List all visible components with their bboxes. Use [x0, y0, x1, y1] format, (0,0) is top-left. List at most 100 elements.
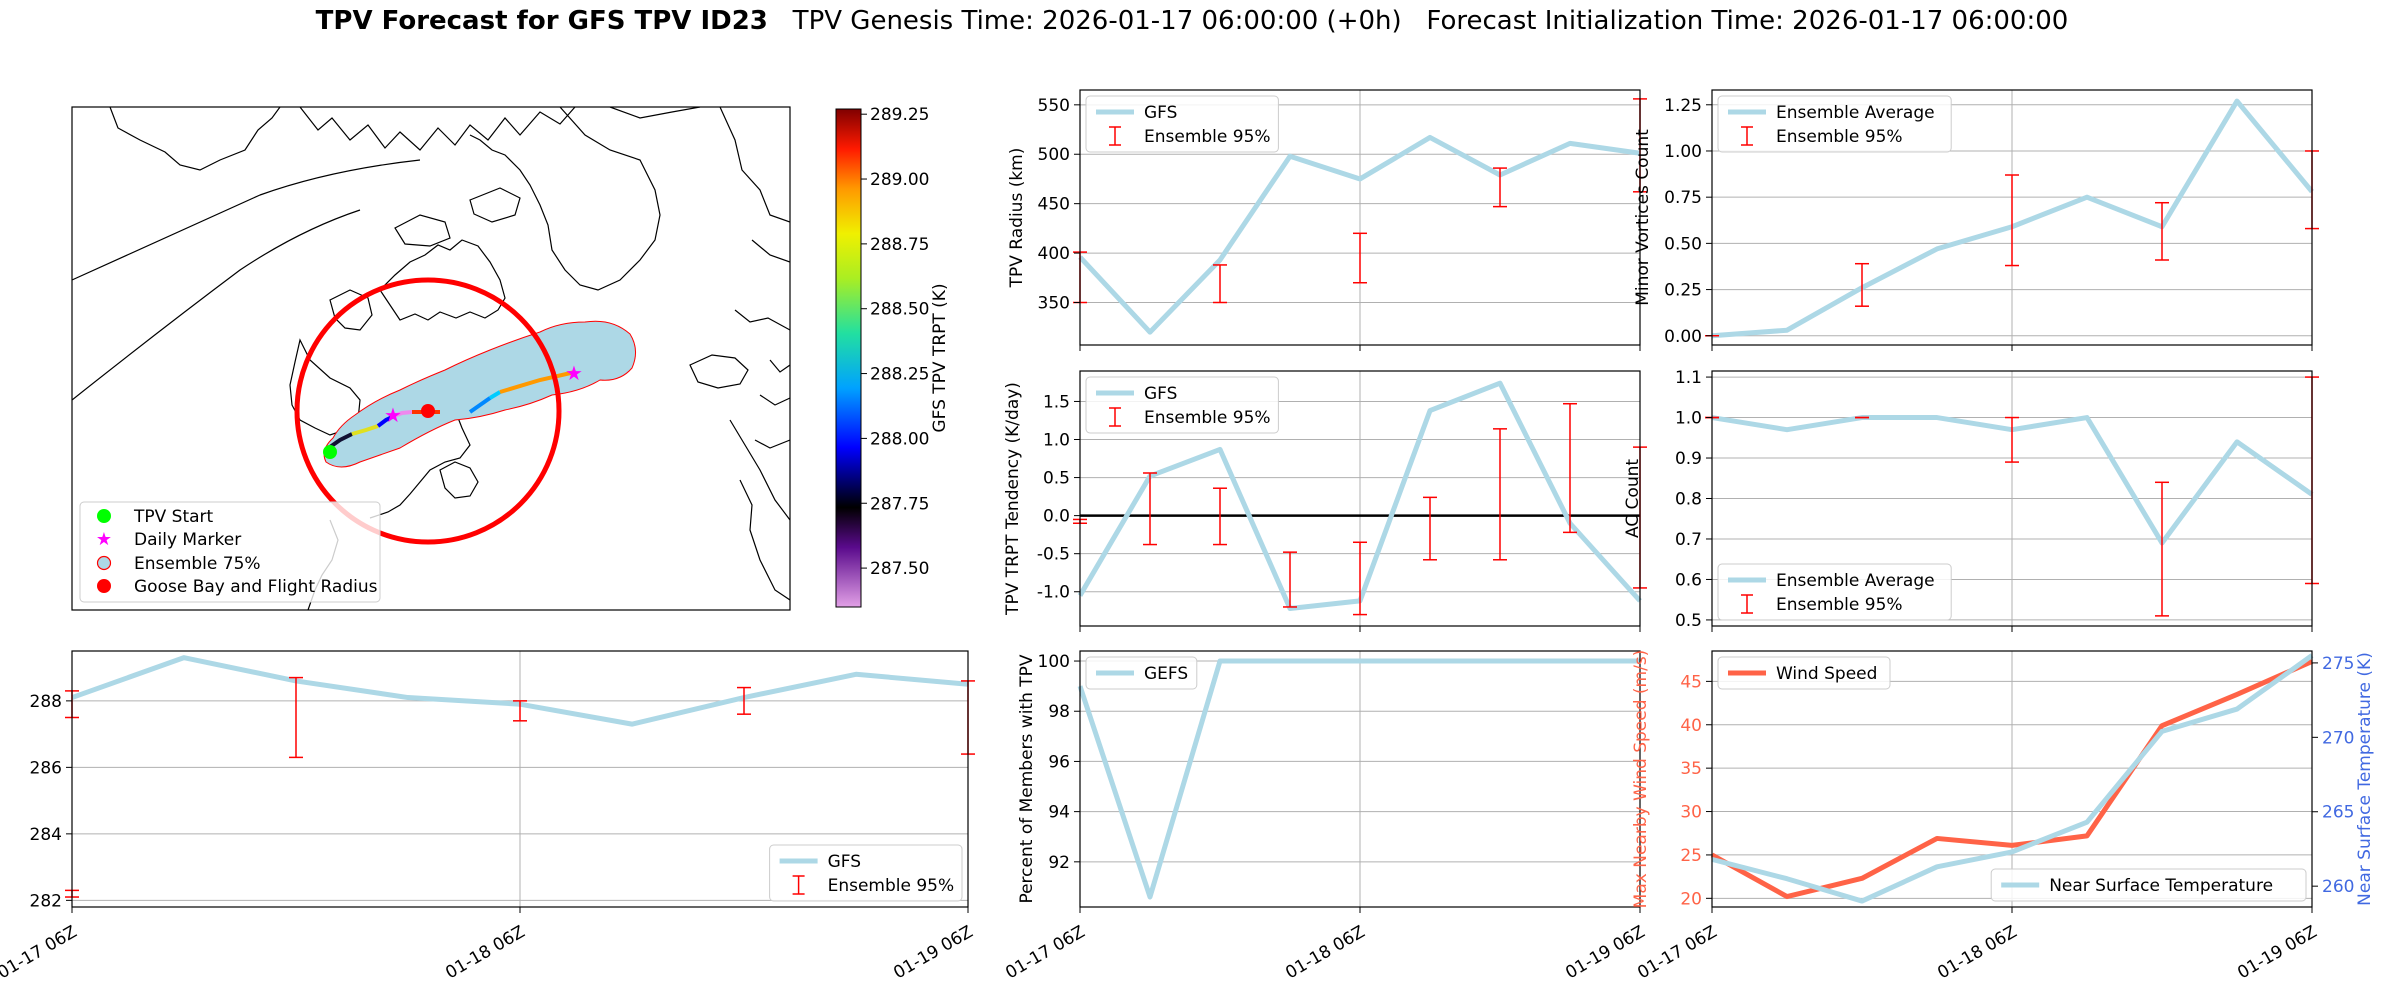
y2-tick-label: 260 [2322, 877, 2354, 897]
legend-ensemble-symbol [96, 555, 112, 571]
colorbar-ticks: 289.25 289.00 288.75 288.50 288.25 288.00 287.… [861, 105, 929, 579]
legend-label: GFS [1144, 384, 1177, 404]
y-axis-label: Percent of Members with TPV [1017, 654, 1037, 903]
track-seg-1 [328, 432, 353, 449]
x-tick-label: 01-17 06Z [0, 922, 81, 982]
legend-label: Near Surface Temperature [2049, 876, 2273, 896]
y-tick-label: 0.7 [1675, 530, 1702, 550]
y2-tick-label: 270 [2322, 728, 2354, 748]
y2-tick-label: 265 [2322, 803, 2354, 823]
track-seg-8 [499, 370, 576, 394]
series-line-1 [1711, 653, 2314, 904]
flight-radius-circle [294, 277, 562, 545]
y-tick-label: 0.25 [1664, 281, 1702, 301]
y-tick-label: 1.0 [1043, 431, 1070, 451]
y-tick-label: 40 [1680, 716, 1702, 736]
y-tick-label: 1.1 [1675, 368, 1702, 388]
y-tick-label: 350 [1038, 294, 1070, 314]
legend-goose-symbol [97, 579, 111, 593]
x-tick-label: 01-19 06Z [1562, 922, 1648, 982]
map-legend-box [79, 501, 381, 603]
dateline-arc-2 [72, 209, 361, 401]
dateline-arc [72, 159, 421, 281]
y-tick-label: 0.0 [1043, 507, 1070, 527]
legend-label: Ensemble 95% [1144, 408, 1271, 428]
y-tick-label: 1.00 [1664, 142, 1702, 162]
legend-label: GFS [828, 852, 861, 872]
track-seg-4 [393, 410, 413, 418]
map-legend-label-3: Goose Bay and Flight Radius [134, 577, 378, 597]
title-bold: TPV Forecast for GFS TPV ID23 [315, 6, 768, 36]
tendency-chart: -1.0 -0.5 0.0 0.5 1.0 1.5 TPV TRPT Tendency (K… [1003, 370, 1647, 632]
colorbar-label: GFS TPV TRPT (K) [930, 283, 950, 432]
y-tick-label: 0.9 [1675, 449, 1702, 469]
y2-tick-label: 275 [2322, 654, 2354, 674]
y-tick-label: 30 [1680, 803, 1702, 823]
y-tick-label: 286 [30, 758, 62, 778]
series-line-0 [1078, 134, 1641, 335]
y-tick-label: 25 [1680, 846, 1702, 866]
y-tick-label: 1.25 [1664, 96, 1702, 116]
colorbar-tick-label: 287.75 [870, 494, 929, 514]
track-seg-2 [351, 424, 379, 436]
tpv-start-marker [323, 445, 337, 459]
legend-box [769, 844, 963, 902]
legend-label: Ensemble 95% [1776, 127, 1903, 147]
y2-axis-label: Near Surface Temperature (K) [2355, 652, 2375, 906]
track-seg-3 [376, 414, 395, 428]
legend-star-symbol: ★ [96, 529, 112, 550]
tpv-track [328, 370, 576, 449]
legend-start-symbol [97, 509, 111, 523]
y-tick-label: 0.50 [1664, 234, 1702, 254]
legend-label: Ensemble 95% [1776, 595, 1903, 615]
coastline-greenland [469, 107, 661, 291]
coastline-north [109, 107, 281, 171]
y-axis-label: Max Nearby Wind Speed (m/s) [1631, 650, 1651, 909]
coastline-europe-2 [754, 359, 790, 449]
percent-chart: 92 94 96 98 100 01-17 06Z 01-18 06Z 01-19 06Z Pe… [1002, 650, 1649, 982]
legend-box [1717, 656, 1891, 690]
y-tick-label: -1.0 [1037, 583, 1070, 603]
map-legend-label-2: Ensemble 75% [134, 554, 261, 574]
series-line-0 [1077, 658, 1640, 900]
map-contents [72, 107, 790, 610]
y-tick-label: 284 [30, 825, 62, 845]
map-legend: ★ TPV Start Daily Marker Ensemble 75% Go… [79, 501, 381, 603]
radius-chart: 350 400 450 500 550 TPV Radius (km) GFS Ensembl… [1007, 89, 1647, 351]
map-legend-label-1: Daily Marker [134, 530, 241, 550]
coastline-newfoundland [439, 461, 479, 499]
colorbar-tick-label: 288.00 [870, 429, 929, 449]
track-seg-7 [488, 390, 502, 400]
x-tick-label: 01-18 06Z [1282, 922, 1368, 982]
track-seg-6 [468, 396, 492, 414]
y-axis-label: AC Count [1623, 459, 1643, 538]
title-rest: TPV Genesis Time: 2026-01-17 06:00:00 (+… [767, 6, 2069, 36]
coastline-greenland-2 [609, 107, 701, 119]
map-panel: ★ ★ ★ TPV Start Daily Marker Ensemble 75… [71, 105, 950, 611]
coastline-arctic-2 [394, 214, 451, 247]
y-tick-label: 1.5 [1043, 392, 1070, 412]
y-tick-label: 98 [1048, 702, 1070, 722]
minor-vortices-chart: 0.00 0.25 0.50 0.75 1.00 1.25 Minor Vortices C… [1633, 89, 2319, 351]
y-tick-label: 0.00 [1664, 327, 1702, 347]
legend-box [1717, 95, 1952, 153]
y-tick-label: 0.6 [1675, 570, 1702, 590]
legend-label: GEFS [1144, 664, 1188, 684]
x-tick-label: 01-17 06Z [1634, 922, 1720, 982]
ensemble-75-region [323, 320, 636, 468]
colorbar-tick-label: 287.50 [870, 559, 929, 579]
map-legend-label-0: TPV Start [133, 507, 214, 527]
figure-title: TPV Forecast for GFS TPV ID23 TPV Genesi… [0, 6, 2384, 36]
y-tick-label: 0.5 [1675, 611, 1702, 631]
ac-count-chart: 0.5 0.6 0.7 0.8 0.9 1.0 1.1 AC Count Ensemble Av… [1623, 368, 2319, 632]
x-tick-label: 01-18 06Z [442, 922, 528, 982]
y-tick-label: 282 [30, 891, 62, 911]
y-axis-label: Minor Vortices Count [1633, 129, 1653, 306]
y-axis-label: TPV TRPT Tendency (K/day) [1003, 382, 1023, 616]
y-tick-label: 0.5 [1043, 469, 1070, 489]
legend-label: Ensemble Average [1776, 103, 1935, 123]
legend-box [1085, 95, 1279, 153]
legend-label: Ensemble 95% [1144, 127, 1271, 147]
